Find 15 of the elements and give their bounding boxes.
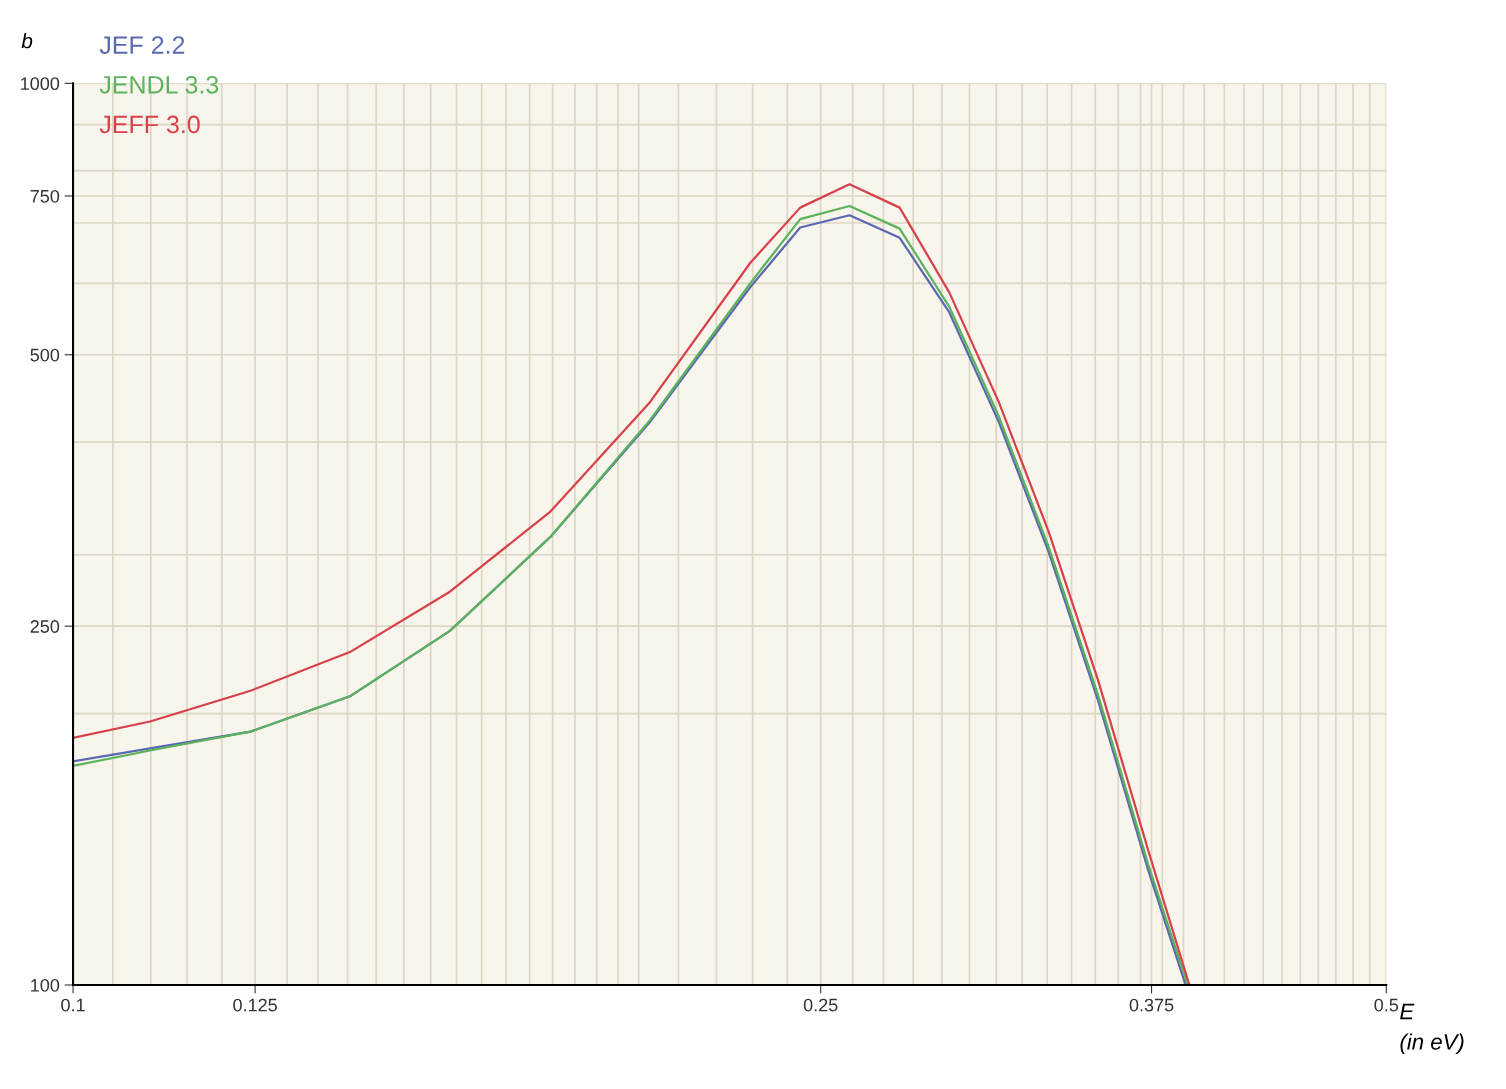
y-tick-label: 1000 <box>21 77 60 91</box>
x-tick-label: 0.375 <box>1129 998 1174 1012</box>
text: JEF 2.2 <box>99 36 185 54</box>
x-tick-label: 0.25 <box>803 998 838 1012</box>
y-tick-label: 750 <box>30 189 60 203</box>
y-tick-label: 500 <box>30 348 60 362</box>
x-tick-label: 0.1 <box>61 998 85 1012</box>
text: JEFF 3.0 <box>99 115 200 134</box>
text: JENDL 3.3 <box>99 75 219 94</box>
y-tick-label: 100 <box>31 978 60 992</box>
y-axis-title: b <box>21 33 33 49</box>
x-tick-label: 0.5 <box>1374 998 1399 1012</box>
x-tick-label: 0.125 <box>233 998 277 1012</box>
x-axis-title: E (in eV) <box>1400 1003 1464 1055</box>
y-tick-label: 250 <box>30 620 60 633</box>
